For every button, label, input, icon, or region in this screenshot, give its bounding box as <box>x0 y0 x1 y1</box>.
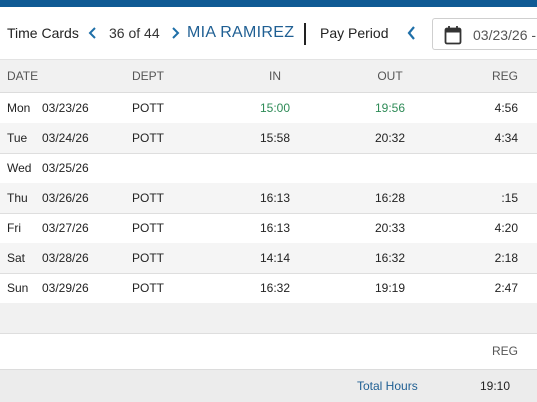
table-row[interactable]: Sun 03/29/26 POTT 16:32 19:19 2:47 <box>0 273 537 304</box>
col-header-in: IN <box>269 69 281 83</box>
employee-name[interactable]: MIA RAMIREZ <box>187 24 295 41</box>
row-in[interactable]: 16:32 <box>259 281 291 295</box>
col-header-date: DATE <box>7 69 39 83</box>
top-accent-bar <box>0 0 537 7</box>
row-reg: 2:18 <box>494 251 518 265</box>
row-in[interactable]: 14:14 <box>259 251 291 265</box>
header-divider <box>304 23 306 45</box>
row-reg: 4:56 <box>494 101 518 115</box>
empty-table-row <box>0 303 537 334</box>
pay-period-date-value: 03/23/26 - <box>473 27 537 43</box>
row-out[interactable]: 16:32 <box>374 251 406 265</box>
row-dept: POTT <box>132 251 164 265</box>
row-dept: POTT <box>132 221 164 235</box>
row-in[interactable]: 15:00 <box>259 101 291 115</box>
calendar-icon[interactable] <box>444 25 462 45</box>
table-row[interactable]: Wed 03/25/26 <box>0 153 537 184</box>
row-in[interactable]: 16:13 <box>259 221 291 235</box>
row-day: Sun <box>7 281 29 295</box>
col-header-dept: DEPT <box>132 69 165 83</box>
table-row[interactable]: Tue 03/24/26 POTT 15:58 20:32 4:34 <box>0 123 537 154</box>
row-day: Thu <box>7 191 28 205</box>
column-header-row: DATE DEPT IN OUT REG <box>0 60 537 93</box>
row-out[interactable]: 20:32 <box>374 131 406 145</box>
pay-period-label: Pay Period <box>320 25 389 41</box>
chevron-right-icon <box>172 27 180 39</box>
record-counter: 36 of 44 <box>109 25 160 41</box>
row-in[interactable]: 16:13 <box>259 191 291 205</box>
table-row[interactable]: Sat 03/28/26 POTT 14:14 16:32 2:18 <box>0 243 537 274</box>
chevron-left-icon <box>88 27 96 39</box>
row-day: Sat <box>7 251 26 265</box>
row-out[interactable]: 20:33 <box>374 221 406 235</box>
row-reg: 2:47 <box>494 281 518 295</box>
col-header-out: OUT <box>377 69 403 83</box>
prev-pay-period-button[interactable] <box>406 25 417 41</box>
time-cards-label: Time Cards <box>7 25 79 41</box>
row-dept: POTT <box>132 101 164 115</box>
row-date: 03/23/26 <box>42 101 89 115</box>
totals-reg-header: REG <box>491 344 518 358</box>
total-hours-value: 19:10 <box>479 379 510 393</box>
table-row[interactable]: Fri 03/27/26 POTT 16:13 20:33 4:20 <box>0 213 537 244</box>
pay-period-date-picker[interactable]: 03/23/26 - <box>432 18 537 50</box>
row-date: 03/25/26 <box>42 161 89 175</box>
table-row[interactable]: Thu 03/26/26 POTT 16:13 16:28 :15 <box>0 183 537 214</box>
row-dept: POTT <box>132 191 164 205</box>
row-in[interactable]: 15:58 <box>259 131 291 145</box>
row-reg: :15 <box>501 191 518 205</box>
chevron-left-icon <box>407 26 415 40</box>
header-bar: Time Cards 36 of 44 MIA RAMIREZ Pay Peri… <box>0 7 537 60</box>
row-date: 03/24/26 <box>42 131 89 145</box>
row-date: 03/27/26 <box>42 221 89 235</box>
row-day: Wed <box>7 161 32 175</box>
totals-row: Total Hours 19:10 <box>0 369 537 402</box>
row-dept: POTT <box>132 281 164 295</box>
table-row[interactable]: Mon 03/23/26 POTT 15:00 19:56 4:56 <box>0 93 537 124</box>
col-header-reg: REG <box>491 69 518 83</box>
row-date: 03/28/26 <box>42 251 89 265</box>
total-hours-label: Total Hours <box>357 379 418 393</box>
row-out[interactable]: 19:56 <box>374 101 406 115</box>
row-day: Mon <box>7 101 31 115</box>
totals-header-row: REG <box>0 334 537 368</box>
row-reg: 4:20 <box>494 221 518 235</box>
row-day: Tue <box>7 131 28 145</box>
row-day: Fri <box>7 221 21 235</box>
row-reg: 4:34 <box>494 131 518 145</box>
row-date: 03/29/26 <box>42 281 89 295</box>
row-out[interactable]: 16:28 <box>374 191 406 205</box>
row-out[interactable]: 19:19 <box>374 281 406 295</box>
prev-employee-button[interactable] <box>88 26 98 40</box>
next-employee-button[interactable] <box>170 26 180 40</box>
row-date: 03/26/26 <box>42 191 89 205</box>
row-dept: POTT <box>132 131 164 145</box>
